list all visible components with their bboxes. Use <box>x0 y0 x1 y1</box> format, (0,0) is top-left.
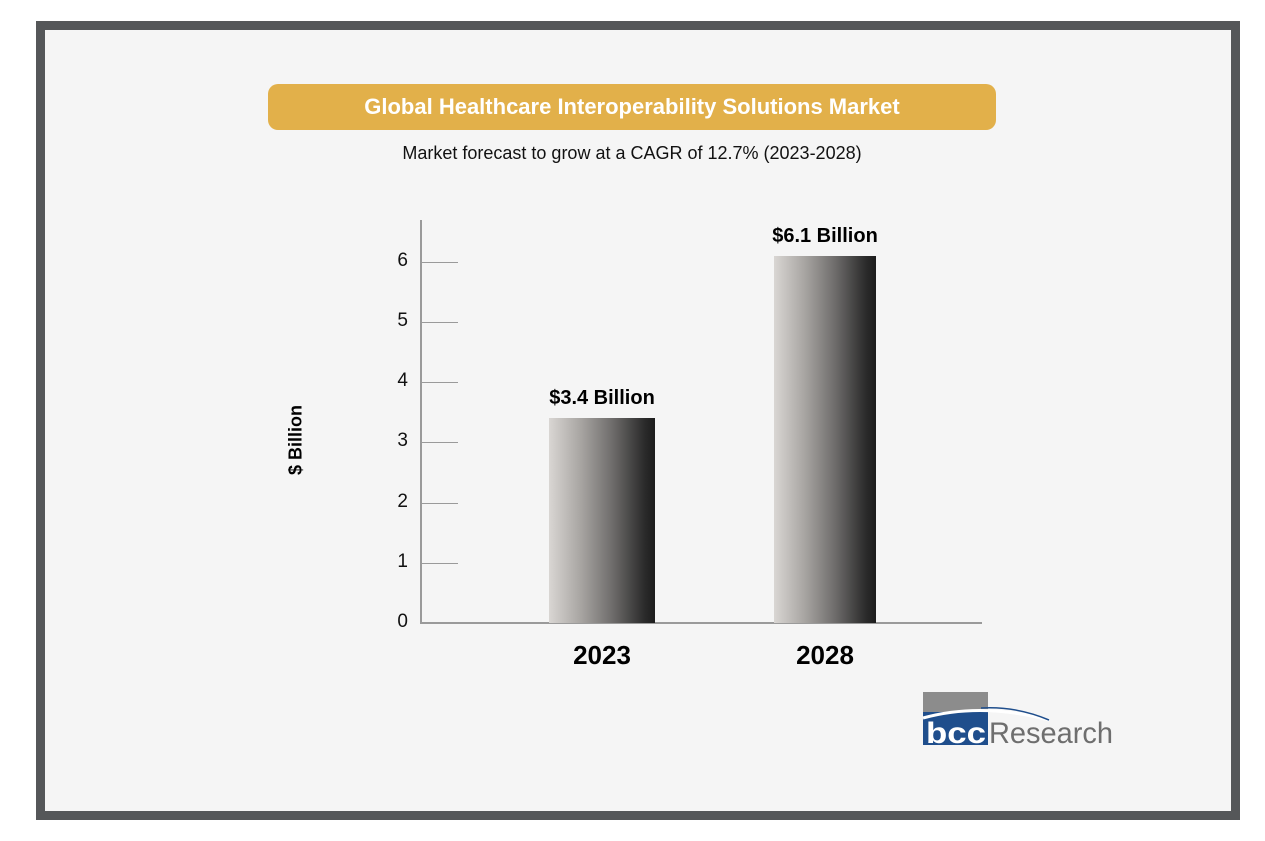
y-tick-mark <box>421 502 458 504</box>
logo-icon: bcc Research <box>922 692 1113 750</box>
y-tick-mark <box>421 322 458 323</box>
x-category-label: 2023 <box>573 640 631 670</box>
y-tick-mark <box>421 562 458 564</box>
y-tick-mark <box>421 442 458 444</box>
y-tick-label: 3 <box>397 430 408 452</box>
y-tick-mark <box>421 382 458 384</box>
y-tick-mark <box>421 261 458 263</box>
y-tick-label: 5 <box>397 310 408 331</box>
y-axis-line <box>420 220 422 624</box>
chart-title: Global Healthcare Interoperability Solut… <box>268 84 996 130</box>
svg-text:Research: Research <box>989 717 1113 748</box>
y-tick-label: 0 <box>397 611 408 632</box>
svg-text:bcc: bcc <box>926 717 986 748</box>
bar-value-label: $6.1 Billion <box>772 224 878 247</box>
x-axis-line <box>420 622 982 624</box>
bar-2023 <box>549 418 655 623</box>
bar-value-label: $3.4 Billion <box>549 387 655 410</box>
chart-subtitle: Market forecast to grow at a CAGR of 12.… <box>402 143 862 163</box>
bcc-research-logo: bcc Research <box>921 692 1121 750</box>
y-axis-label: $ Billion <box>285 404 306 476</box>
y-tick-label: 1 <box>397 550 408 572</box>
y-tick-label: 2 <box>397 490 408 512</box>
x-category-label: 2028 <box>796 640 854 670</box>
y-tick-label: 6 <box>397 249 408 271</box>
y-tick-label: 4 <box>397 370 408 392</box>
bar-2028 <box>774 255 876 623</box>
chart-title-text: Global Healthcare Interoperability Solut… <box>364 94 900 119</box>
